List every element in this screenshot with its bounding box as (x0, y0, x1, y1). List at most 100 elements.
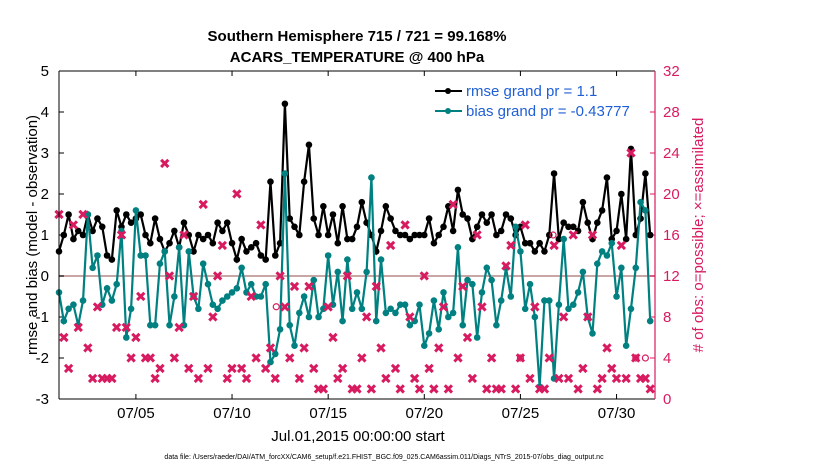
obs-assimilated-marker: ✖ (260, 361, 272, 377)
rmse-line (57, 103, 652, 264)
bias-point (344, 256, 351, 263)
y-right-tick-label: 12 (663, 268, 680, 285)
bias-point (449, 309, 457, 317)
bias-point (550, 375, 558, 382)
obs-assimilated-marker: ✖ (337, 361, 349, 377)
bias-point (315, 313, 322, 321)
rmse-point (449, 227, 457, 235)
obs-assimilated-marker: ✖ (130, 331, 142, 347)
obs-assimilated-marker: ✖ (390, 361, 402, 377)
bias-point (497, 297, 505, 304)
legend-bias-marker (445, 108, 451, 114)
rmse-point (478, 211, 486, 218)
bias-point (507, 293, 515, 300)
obs-assimilated-marker: ✖ (553, 372, 565, 388)
obs-assimilated-marker: ✖ (207, 310, 219, 326)
rmse-point (185, 231, 193, 239)
obs-assimilated-marker: ✖ (539, 382, 551, 398)
bias-point (305, 313, 313, 321)
rmse-point (589, 235, 596, 243)
obs-assimilated-marker: ✖ (356, 351, 368, 367)
bias-point (382, 309, 390, 317)
obs-assimilated-marker: ✖ (466, 372, 478, 388)
bias-point (536, 383, 543, 391)
bias-point (420, 342, 428, 350)
bias-point (512, 223, 519, 231)
bias-point (478, 289, 486, 296)
obs-possible-marker (549, 231, 557, 239)
bias-point (204, 280, 212, 288)
y-left-tick-label: 2 (41, 186, 49, 203)
bias-point (156, 260, 164, 268)
rmse-point (171, 227, 178, 235)
rmse-point (555, 235, 563, 243)
y-right-tick-label: 24 (663, 145, 680, 162)
bias-point (545, 297, 553, 304)
bias-point (541, 297, 548, 304)
rmse-point (531, 248, 539, 255)
obs-assimilated-marker: ✖ (577, 361, 589, 377)
obs-assimilated-marker: ✖ (342, 269, 354, 285)
bias-point (238, 264, 245, 272)
bias-point (445, 313, 452, 321)
bias-point (310, 276, 318, 284)
obs-assimilated-marker: ✖ (635, 372, 647, 388)
y-right-tick-label: 20 (663, 186, 680, 203)
bias-point (214, 305, 221, 313)
bias-point (502, 264, 510, 272)
bias-point (300, 293, 308, 300)
rmse-point (209, 239, 217, 247)
y-right-tick-label: 4 (663, 350, 671, 367)
bias-point (147, 321, 154, 329)
obs-assimilated-marker: ✖ (428, 382, 440, 398)
bias-point (219, 297, 226, 304)
y-left-tick-label: 0 (41, 268, 49, 285)
bias-point (161, 248, 169, 255)
rmse-point (387, 215, 394, 222)
rmse-point (377, 227, 385, 235)
bias-point (175, 244, 183, 251)
obs-assimilated-marker: ✖ (101, 372, 113, 388)
rmse-point (180, 219, 188, 226)
rmse-point (392, 227, 399, 235)
rmse-point (584, 219, 592, 226)
rmse-point (122, 211, 130, 218)
bias-point (469, 280, 476, 288)
obs-assimilated-marker: ✖ (351, 382, 363, 398)
bias-point (84, 211, 92, 218)
obs-assimilated-marker: ✖ (332, 372, 344, 388)
rmse-point (642, 170, 649, 177)
obs-assimilated-marker: ✖ (313, 382, 325, 398)
rmse-point (79, 231, 87, 239)
rmse-point (103, 252, 111, 259)
obs-assimilated-marker: ✖ (317, 382, 329, 398)
obs-assimilated-marker: ✖ (77, 208, 89, 224)
obs-assimilated-marker: ✖ (72, 320, 84, 336)
obs-assimilated-marker: ✖ (519, 218, 531, 234)
rmse-point (195, 231, 202, 239)
bias-point (565, 305, 572, 313)
obs-assimilated-marker: ✖ (380, 372, 392, 388)
rmse-point (65, 211, 72, 218)
rmse-point (271, 252, 279, 259)
data-file-footer: data file: /Users/raeder/DAI/ATM_forcXX/… (164, 454, 604, 461)
obs-assimilated-marker: ✖ (558, 310, 570, 326)
rmse-point (223, 219, 231, 226)
rmse-point (296, 231, 303, 239)
bias-point (113, 280, 120, 288)
obs-assimilated-marker: ✖ (572, 382, 584, 398)
bias-point (598, 248, 606, 255)
rmse-point (521, 239, 529, 247)
obs-assimilated-marker: ✖ (366, 382, 378, 398)
obs-assimilated-marker: ✖ (630, 351, 642, 367)
bias-point (440, 289, 447, 296)
bias-point (637, 198, 644, 206)
rmse-point (358, 198, 366, 206)
obs-assimilated-marker: ✖ (144, 351, 156, 367)
obs-assimilated-marker: ✖ (615, 238, 627, 254)
obs-possible-marker (272, 303, 280, 311)
rmse-point (98, 223, 106, 231)
obs-assimilated-marker: ✖ (289, 279, 301, 295)
rmse-point (286, 215, 294, 222)
y-axis-left-label: rmse and bias (model - observation) (24, 115, 41, 355)
